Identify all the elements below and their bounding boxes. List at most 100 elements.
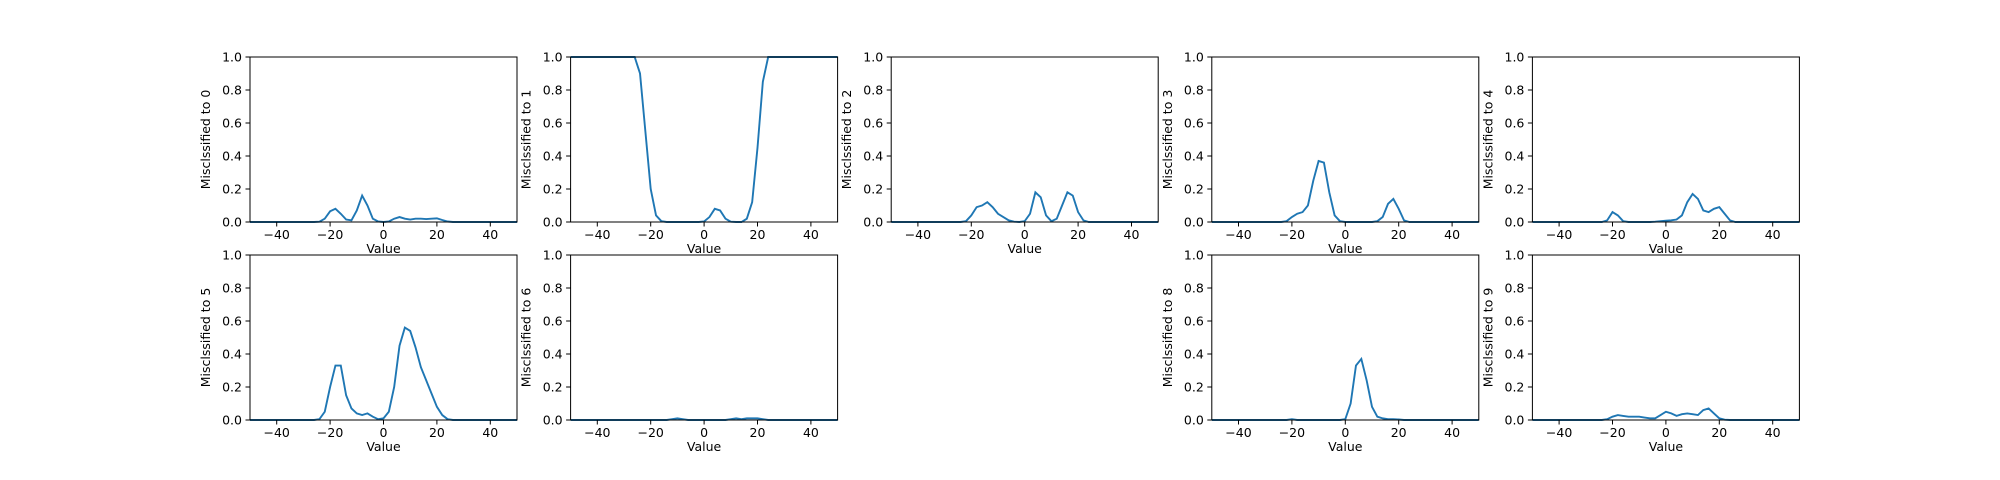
x-tick-label: 0 bbox=[1662, 227, 1670, 242]
x-tick-label: 40 bbox=[803, 425, 819, 440]
y-tick-label: 0.0 bbox=[863, 215, 883, 230]
axes-frame bbox=[570, 56, 839, 223]
y-tick-label: 0.8 bbox=[1505, 83, 1525, 98]
y-tick-label: 0.2 bbox=[222, 380, 242, 395]
x-tick-label: 20 bbox=[1391, 227, 1407, 242]
subplot: −40 −20 0 20 40 0.0 0.2 0.4 0.6 0.8 1.0 Value Miscls… bbox=[198, 248, 518, 454]
plot-area bbox=[1532, 192, 1800, 223]
plot-area bbox=[250, 326, 517, 421]
x-tick-label: 0 bbox=[700, 425, 708, 440]
data-line bbox=[250, 326, 517, 421]
x-tick-label: 20 bbox=[750, 425, 766, 440]
subplot: −40 −20 0 20 40 0.0 0.2 0.4 0.6 0.8 1.0 Value Miscls… bbox=[1160, 248, 1480, 454]
x-tick-label: −40 bbox=[905, 227, 931, 242]
y-tick-label: 0.0 bbox=[1184, 413, 1204, 428]
x-tick-label: −40 bbox=[1225, 227, 1251, 242]
y-tick-label: 1.0 bbox=[543, 248, 563, 263]
y-tick-label: 0.2 bbox=[1505, 380, 1525, 395]
y-tick-label: 0.4 bbox=[543, 347, 563, 362]
x-tick-label: −40 bbox=[264, 227, 290, 242]
y-tick-label: 1.0 bbox=[222, 248, 242, 263]
y-tick-label: 0.2 bbox=[222, 182, 242, 197]
x-tick-label: −40 bbox=[1546, 425, 1572, 440]
y-tick-label: 0.4 bbox=[1505, 347, 1525, 362]
x-tick-label: 0 bbox=[380, 227, 388, 242]
x-tick-label: 40 bbox=[482, 425, 498, 440]
y-tick-label: 0.6 bbox=[543, 314, 563, 329]
y-tick-label: 1.0 bbox=[222, 50, 242, 65]
y-tick-label: 0.0 bbox=[222, 413, 242, 428]
x-axis-label: Value bbox=[1649, 439, 1684, 454]
x-tick-label: 0 bbox=[700, 227, 708, 242]
y-tick-label: 1.0 bbox=[1505, 50, 1525, 65]
plot-area bbox=[1211, 159, 1479, 223]
y-tick-label: 0.0 bbox=[543, 413, 563, 428]
y-tick-label: 0.6 bbox=[222, 314, 242, 329]
x-tick-label: 0 bbox=[1341, 227, 1349, 242]
x-tick-label: −40 bbox=[264, 425, 290, 440]
x-tick-label: 0 bbox=[1341, 425, 1349, 440]
axes-frame bbox=[249, 56, 518, 223]
y-tick-label: 0.8 bbox=[1505, 281, 1525, 296]
axes-frame bbox=[570, 254, 839, 421]
data-line bbox=[250, 193, 517, 223]
y-tick-label: 1.0 bbox=[1505, 248, 1525, 263]
y-tick-label: 0.8 bbox=[1184, 83, 1204, 98]
y-axis-label: Misclssified to 0 bbox=[198, 90, 213, 190]
x-tick-label: 40 bbox=[1765, 227, 1781, 242]
subplot: −40 −20 0 20 40 0.0 0.2 0.4 0.6 0.8 1.0 Value Miscls… bbox=[1480, 248, 1800, 454]
data-line bbox=[1532, 192, 1800, 223]
x-tick-label: 0 bbox=[380, 425, 388, 440]
x-tick-label: 20 bbox=[750, 227, 766, 242]
y-tick-label: 0.4 bbox=[1184, 149, 1204, 164]
y-tick-label: 0.2 bbox=[543, 182, 563, 197]
x-tick-label: −40 bbox=[584, 227, 610, 242]
y-tick-label: 0.6 bbox=[1184, 314, 1204, 329]
y-tick-label: 0.6 bbox=[863, 116, 883, 131]
y-tick-label: 0.6 bbox=[222, 116, 242, 131]
subplot: −40 −20 0 20 40 0.0 0.2 0.4 0.6 0.8 1.0 Value Miscls… bbox=[198, 50, 518, 256]
y-tick-label: 0.6 bbox=[543, 116, 563, 131]
y-tick-label: 0.6 bbox=[1505, 116, 1525, 131]
x-tick-label: −20 bbox=[317, 425, 343, 440]
y-axis-label: Misclssified to 5 bbox=[198, 288, 213, 388]
y-tick-label: 0.8 bbox=[222, 281, 242, 296]
y-tick-label: 0.4 bbox=[222, 149, 242, 164]
x-axis-label: Value bbox=[1328, 439, 1363, 454]
data-line bbox=[1532, 407, 1800, 421]
x-tick-label: −20 bbox=[1599, 425, 1625, 440]
y-axis-label: Misclssified to 4 bbox=[1480, 90, 1495, 190]
x-tick-label: 40 bbox=[1444, 227, 1460, 242]
x-axis-label: Value bbox=[366, 439, 401, 454]
y-tick-label: 0.2 bbox=[1505, 182, 1525, 197]
y-axis-label: Misclssified to 9 bbox=[1480, 288, 1495, 388]
axes-frame bbox=[1211, 56, 1480, 223]
x-axis-label: Value bbox=[366, 241, 401, 256]
subplot: −40 −20 0 20 40 0.0 0.2 0.4 0.6 0.8 1.0 Value Miscls… bbox=[519, 50, 839, 256]
x-tick-label: 20 bbox=[429, 227, 445, 242]
axes-frame bbox=[1531, 56, 1800, 223]
y-tick-label: 1.0 bbox=[1184, 248, 1204, 263]
y-tick-label: 0.0 bbox=[1505, 215, 1525, 230]
x-axis-label: Value bbox=[1328, 241, 1363, 256]
x-tick-label: −20 bbox=[1279, 425, 1305, 440]
y-tick-label: 0.2 bbox=[1184, 182, 1204, 197]
plot-area bbox=[1532, 407, 1800, 421]
y-axis-label: Misclssified to 8 bbox=[1160, 288, 1175, 388]
subplot: −40 −20 0 20 40 0.0 0.2 0.4 0.6 0.8 1.0 Value Miscls… bbox=[1480, 50, 1800, 256]
x-axis-label: Value bbox=[687, 241, 722, 256]
axes-frame bbox=[1211, 254, 1480, 421]
axes-frame bbox=[890, 56, 1159, 223]
x-tick-label: −20 bbox=[958, 227, 984, 242]
x-tick-label: −20 bbox=[317, 227, 343, 242]
y-tick-label: 0.8 bbox=[222, 83, 242, 98]
x-tick-label: −40 bbox=[584, 425, 610, 440]
x-tick-label: −20 bbox=[1279, 227, 1305, 242]
x-tick-label: −20 bbox=[1599, 227, 1625, 242]
data-line bbox=[1211, 356, 1479, 421]
y-axis-label: Misclssified to 2 bbox=[839, 90, 854, 190]
x-tick-label: 40 bbox=[803, 227, 819, 242]
x-axis-label: Value bbox=[1008, 241, 1043, 256]
y-tick-label: 0.0 bbox=[222, 215, 242, 230]
